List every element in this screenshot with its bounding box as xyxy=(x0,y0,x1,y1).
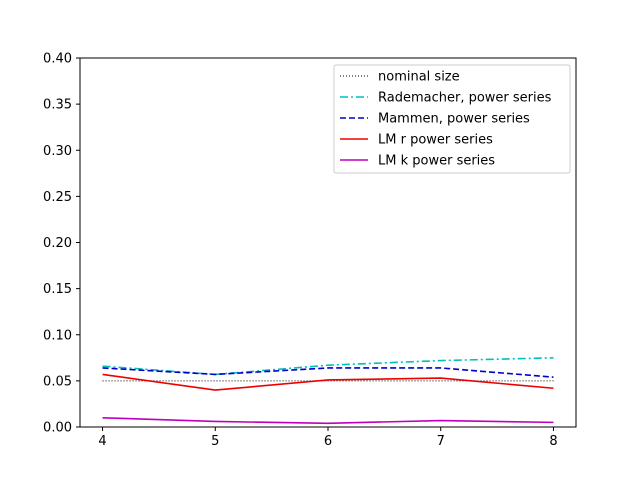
x-tick-label: 6 xyxy=(324,434,332,449)
y-tick-label: 0.00 xyxy=(43,421,72,436)
series-lines xyxy=(102,357,554,425)
x-axis-ticks: 4 5 6 7 8 xyxy=(98,427,558,449)
y-tick-label: 0.15 xyxy=(43,282,72,297)
y-tick-label: 0.10 xyxy=(43,328,72,343)
x-tick-label: 7 xyxy=(437,434,445,449)
legend-label-5: LM k power series xyxy=(378,154,495,169)
y-tick-label: 0.40 xyxy=(43,52,72,67)
legend-label-3: Mammen, power series xyxy=(378,112,530,127)
y-tick-label: 0.05 xyxy=(43,374,72,389)
x-tick-label: 8 xyxy=(549,434,557,449)
y-tick-label: 0.20 xyxy=(43,236,72,251)
x-tick-label: 4 xyxy=(98,434,106,449)
series-line-3 xyxy=(102,367,554,378)
series-line-4 xyxy=(102,373,554,391)
legend-box xyxy=(333,64,571,174)
legend-label-2: Rademacher, power series xyxy=(378,91,552,106)
x-tick-label: 5 xyxy=(211,434,219,449)
y-axis-ticks: 0.00 0.05 0.10 0.15 0.20 0.25 0.30 0.35 0.40 xyxy=(43,52,80,436)
legend-label-1: nominal size xyxy=(378,70,460,85)
y-tick-label: 0.25 xyxy=(43,190,72,205)
y-tick-label: 0.30 xyxy=(43,144,72,159)
legend-label-4: LM r power series xyxy=(378,133,493,148)
legend: nominal size Rademacher, power series Mamm… xyxy=(333,64,571,174)
plot-area-frame xyxy=(79,57,577,428)
series-line-5 xyxy=(102,416,554,425)
y-tick-label: 0.35 xyxy=(43,98,72,113)
